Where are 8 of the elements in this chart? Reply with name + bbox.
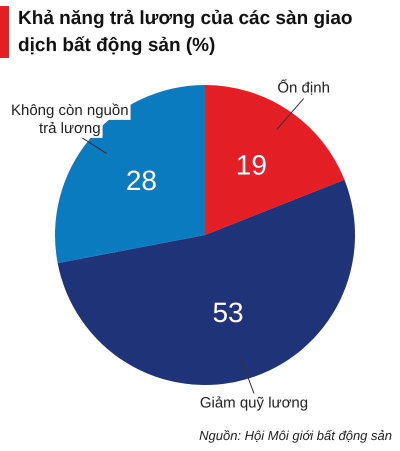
data-label: 28 (126, 165, 158, 196)
text: Nguồn: Hội Môi giới bất động sản (199, 428, 392, 443)
data-label: 53 (212, 296, 244, 328)
slice-label: Ổn định (277, 78, 330, 97)
slice-label: Không còn nguồn trả lương (10, 102, 129, 137)
slice-label: Giảm quỹ lương (200, 394, 308, 412)
chart-title: Khả năng trả lương của các sàn giao dịch bất động sản (%) (18, 7, 354, 58)
data-label: 19 (236, 149, 267, 180)
